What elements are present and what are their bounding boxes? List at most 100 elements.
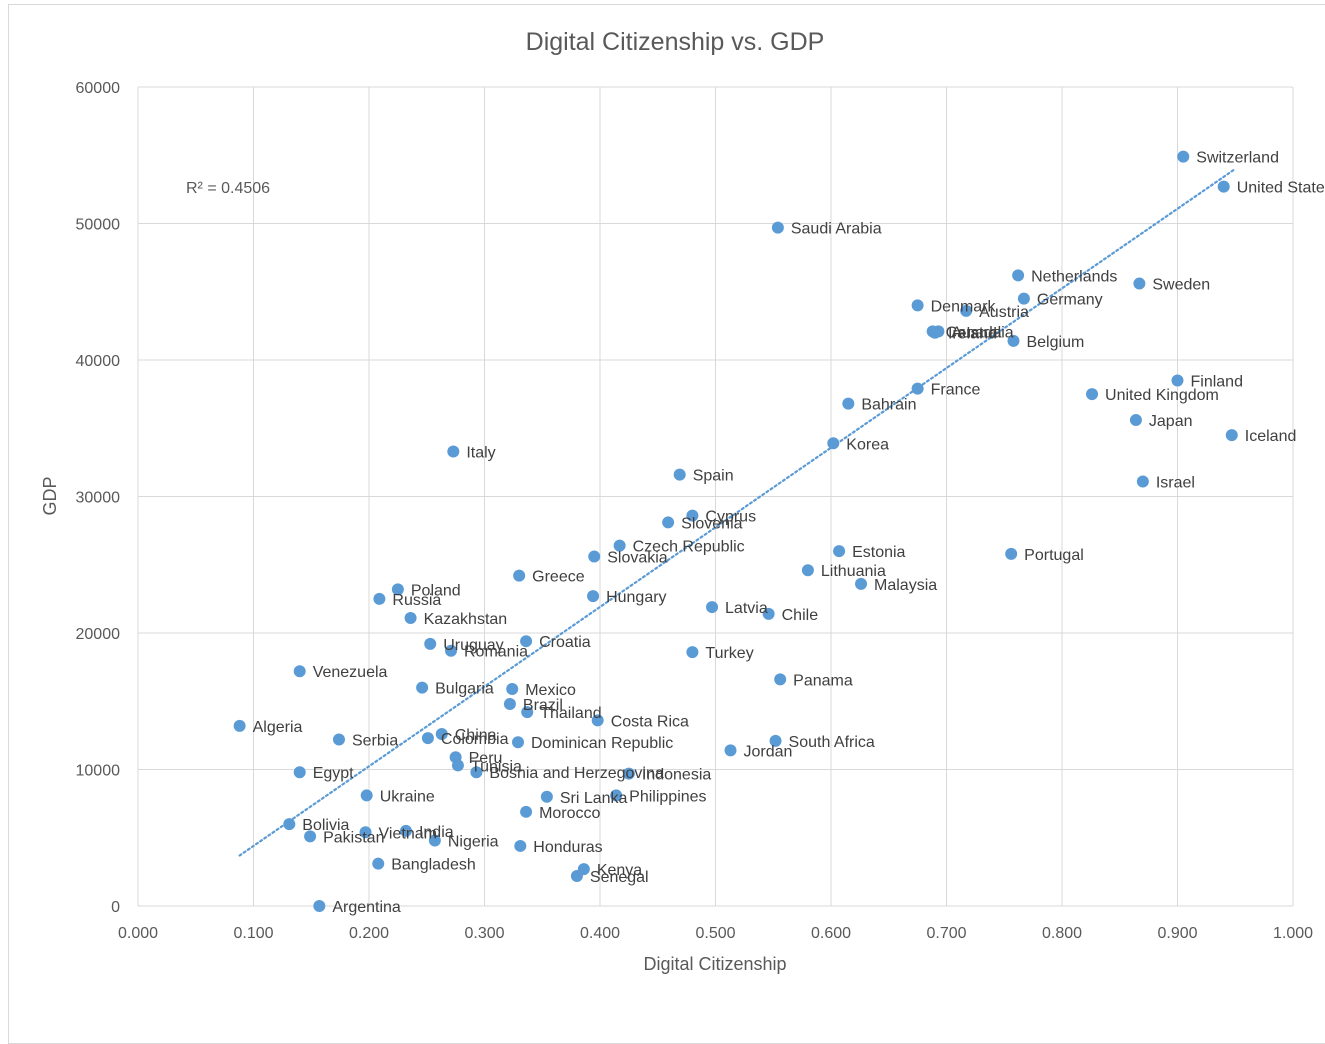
data-points [233,150,1238,912]
data-point [506,682,519,695]
x-tick-label: 1.000 [1273,925,1313,942]
x-axis-title: Digital Citizenship [643,954,786,974]
point-label: India [419,824,454,841]
point-label: Latvia [725,600,768,617]
point-label: Sweden [1152,277,1210,294]
point-label: Kazakhstan [424,611,508,628]
y-tick-label: 30000 [76,490,121,507]
data-point [928,326,941,339]
data-point [293,766,306,779]
data-point [686,509,699,522]
point-label: Venezuela [313,664,388,681]
point-label: Lithuania [821,563,886,580]
data-point [911,299,924,312]
x-tick-label: 0.000 [118,925,158,942]
x-tick-label: 0.800 [1042,925,1082,942]
y-tick-label: 10000 [76,763,121,780]
tick-labels: 0.000 0.100 0.200 0.300 0.400 0.500 0.600 0.700… [76,80,1314,942]
data-point [1133,277,1146,290]
data-point [540,790,553,803]
x-tick-label: 0.300 [464,925,504,942]
point-labels: Switzerland United States Saudi Arabia Neth… [253,150,1325,916]
point-label: Spain [693,468,734,485]
point-label: France [931,382,981,399]
point-label: Slovakia [607,550,668,567]
point-label: Ireland [948,326,997,343]
data-point [399,824,412,837]
point-label: Nigeria [448,833,499,850]
point-label: Romania [464,644,528,661]
x-tick-label: 0.400 [580,925,620,942]
data-point [313,900,326,912]
point-label: Mexico [525,682,576,699]
data-point [424,637,437,650]
data-point [435,728,448,741]
y-axis-title: GDP [40,476,60,515]
point-label: Cyprus [705,509,756,526]
data-point [570,869,583,882]
x-tick-label: 0.200 [349,925,389,942]
point-label: Senegal [590,869,649,886]
point-label: Czech Republic [633,539,745,556]
data-point [372,857,385,870]
y-tick-label: 20000 [76,626,121,643]
point-label: Tunisia [471,758,522,775]
point-label: Costa Rica [611,713,689,730]
data-point [404,611,417,624]
data-point [416,681,429,694]
data-point [1012,269,1025,282]
point-label: Switzerland [1196,150,1279,167]
y-tick-label: 40000 [76,353,121,370]
point-label: Honduras [533,839,602,856]
point-label: Denmark [931,298,997,315]
x-tick-label: 0.900 [1157,925,1197,942]
point-label: Germany [1037,292,1103,309]
point-label: China [455,727,497,744]
data-point [511,736,524,749]
data-point [520,635,533,648]
point-label: Uruguay [443,637,503,654]
data-point [769,734,782,747]
point-label: Chile [782,607,819,624]
data-point [686,646,699,659]
point-label: Indonesia [642,767,711,784]
data-point [827,437,840,450]
point-label: Malaysia [874,577,937,594]
point-label: Italy [466,444,495,461]
data-point [520,805,533,818]
point-label: Ukraine [380,788,435,805]
x-tick-label: 0.600 [811,925,851,942]
data-point [774,673,787,686]
point-label: Bangladesh [391,857,476,874]
data-point [283,818,296,831]
data-point [1005,547,1018,560]
data-point [842,397,855,410]
point-label: Croatia [539,634,591,651]
point-label: Slovenia [681,515,742,532]
data-point [304,830,317,843]
data-point [521,706,534,719]
point-label: Greece [532,569,585,586]
point-label: Finland [1191,373,1243,390]
data-point [1129,414,1142,427]
data-point [514,839,527,852]
x-tick-label: 0.100 [233,925,273,942]
point-label: Bolivia [302,817,349,834]
data-point [421,732,434,745]
data-point [428,834,441,847]
data-point [724,744,737,757]
point-label: Thailand [540,705,601,722]
data-point [1136,475,1149,488]
point-label: United States [1237,180,1325,197]
data-point [771,221,784,234]
data-point [233,719,246,732]
data-point [360,789,373,802]
x-tick-label: 0.700 [926,925,966,942]
data-point [610,789,623,802]
point-label: Vietnam [379,825,437,842]
point-label: Bahrain [861,397,916,414]
point-label: Bulgaria [435,681,494,698]
data-point [451,759,464,772]
point-label: Portugal [1024,547,1084,564]
